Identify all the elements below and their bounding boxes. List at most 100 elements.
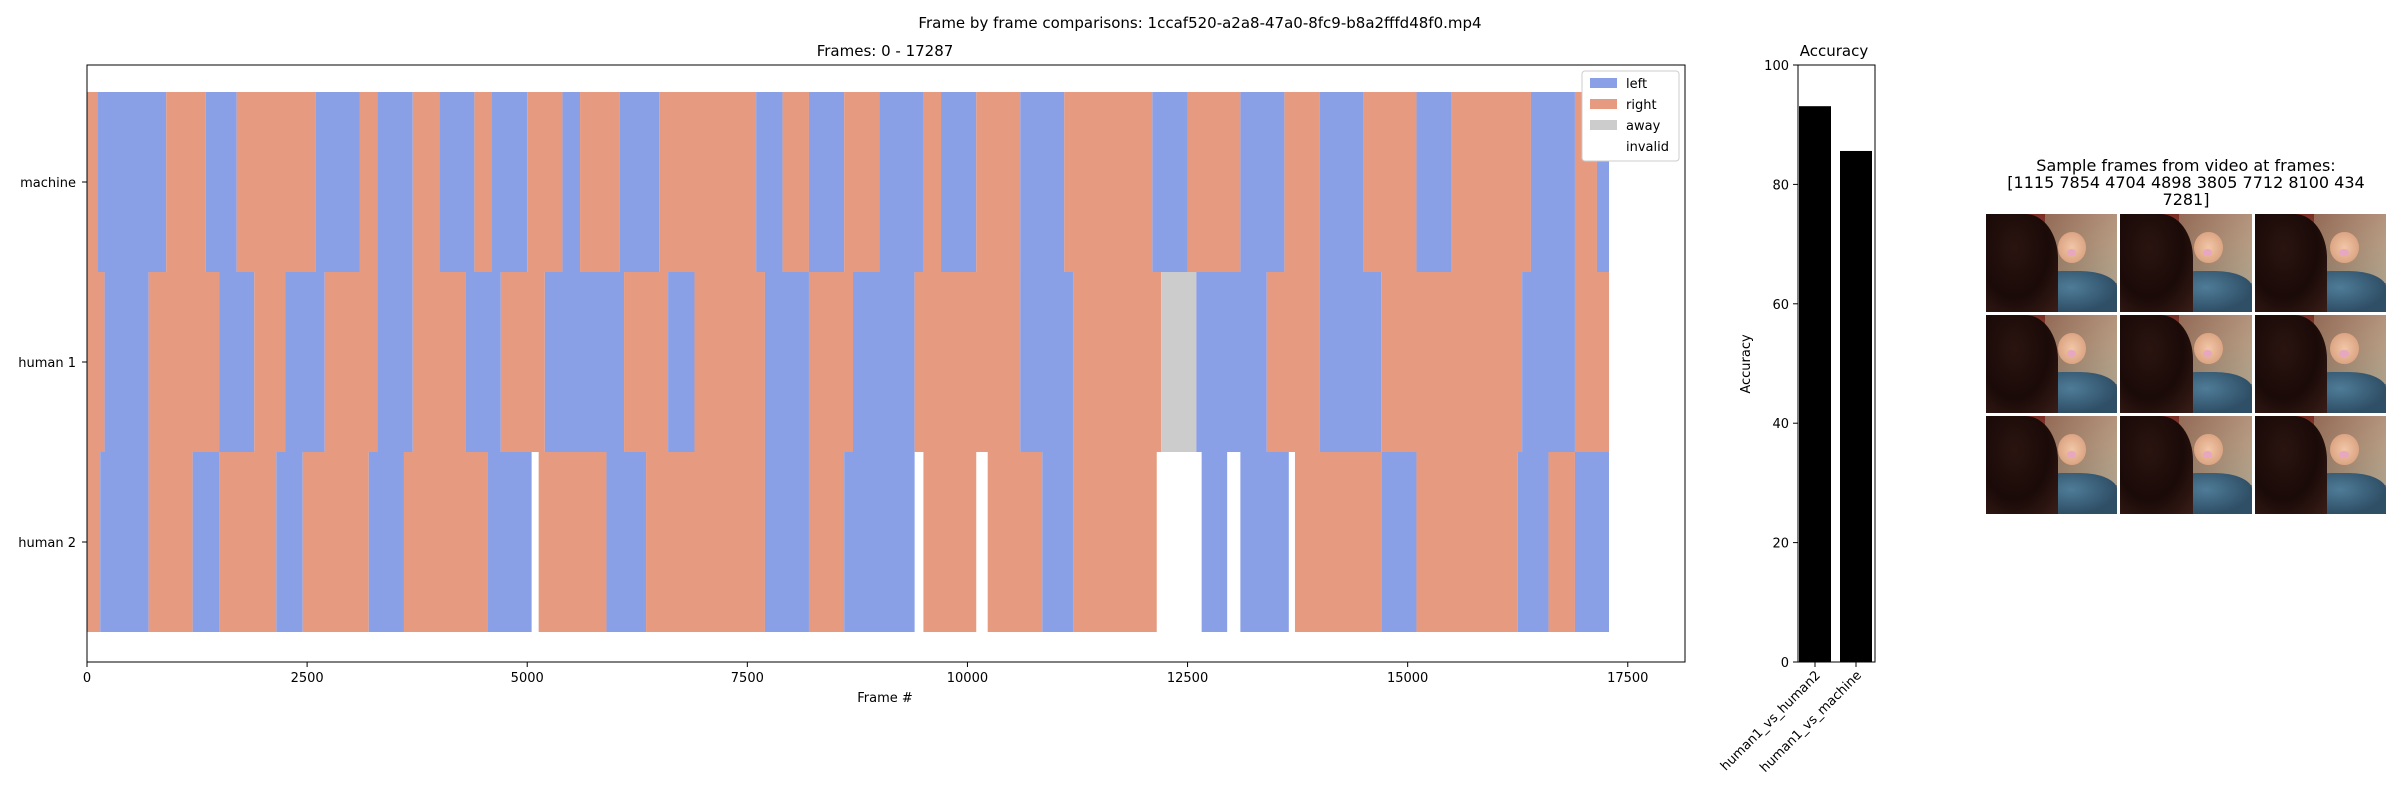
figure-suptitle: Frame by frame comparisons: 1ccaf520-a2a… [918,14,1481,32]
segment-human-1-left [465,272,501,452]
sample-frame-thumbnail [1986,214,2118,312]
segment-human-2-left [1517,452,1549,632]
segment-human-2-left [1574,452,1610,632]
segment-human-2-right [302,452,369,632]
segment-machine-right [844,92,880,272]
segment-human-2-right [1073,452,1157,632]
legend-label-left: left [1626,77,1647,92]
thumbnail-hair [1986,416,2059,514]
segment-human-2-left [844,452,915,632]
segment-machine-right [166,92,206,272]
segment-human-1-right [808,272,853,452]
segment-human-2-left [368,452,404,632]
segment-machine-right [580,92,620,272]
x-tick-label: 17500 [1607,671,1648,686]
segment-human-2-right [538,452,607,632]
segment-human-2-right [987,452,1043,632]
legend-swatch-right [1590,99,1617,109]
segment-human-2-left [1201,452,1228,632]
segment-machine-left [1152,92,1188,272]
timeline-x-ticks: 0 2500 5000 7500 10000 12500 15000 17500 [83,662,1648,686]
segment-human-1-left [1196,272,1267,452]
segment-machine-left [97,92,167,272]
thumbnail-baby-face [2193,433,2223,465]
segment-human-1-left [1020,272,1074,452]
segment-machine-right [1284,92,1320,272]
segment-human-2-right [1294,452,1382,632]
thumbnail-baby-face [2057,433,2087,465]
segment-human-2-right [646,452,765,632]
accuracy-y-tick-label: 0 [1781,656,1789,671]
thumbnail-pacifier [2203,249,2213,257]
segment-human-2-right [403,452,488,632]
legend-label-away: away [1626,119,1661,134]
segment-human-2-right [219,452,277,632]
segment-machine-right [976,92,1021,272]
thumbnail-baby-face [2193,332,2223,364]
segment-machine-left [1416,92,1452,272]
segment-machine-left [879,92,924,272]
segment-human-1-left [544,272,625,452]
thumbnail-pacifier [2066,350,2076,358]
accuracy-y-tick-label: 40 [1772,417,1789,432]
segment-human-1-right [914,272,1021,452]
segment-machine-left [439,92,475,272]
legend-label-right: right [1626,98,1657,113]
segment-machine-right [412,92,440,272]
timeline-legend: left right away invalid [1581,70,1680,162]
segment-human-2-left [1240,452,1289,632]
segment-human-1-right [1073,272,1162,452]
segment-human-1-left [219,272,255,452]
segment-machine-left [1319,92,1364,272]
thumbnail-hair [2254,416,2327,514]
samples-title-line-2: [1115 7854 4704 4898 3805 7712 8100 434 [2007,173,2364,192]
x-tick-label: 2500 [291,671,324,686]
y-tick-label: machine [20,176,76,191]
sample-frames-grid [1986,214,2386,514]
thumbnail-baby-face [2057,332,2087,364]
sample-frame-thumbnail [2120,315,2252,413]
thumbnail-baby-face [2057,231,2087,263]
thumbnail-pacifier [2066,249,2076,257]
thumbnail-pacifier [2339,249,2349,257]
thumbnail-pacifier [2339,451,2349,459]
accuracy-title: Accuracy [1800,42,1869,60]
thumbnail-hair [2254,315,2327,413]
x-tick-label: 15000 [1387,671,1428,686]
y-tick-label: human 1 [18,356,76,371]
segment-machine-left [619,92,660,272]
segment-machine-left [941,92,977,272]
accuracy-bar-human1_vs_machine [1840,150,1872,662]
segment-machine-right [87,92,98,272]
thumbnail-baby-face [2330,433,2360,465]
thumbnail-pacifier [2203,451,2213,459]
accuracy-ylabel: Accuracy [1739,334,1754,394]
segment-human-1-left [1522,272,1575,452]
legend-swatch-left [1590,78,1617,88]
segment-machine-right [236,92,316,272]
segment-human-2-left [606,452,647,632]
segment-human-2-left [100,452,149,632]
accuracy-bar-human1_vs_human2 [1799,106,1831,663]
segment-human-2-right [1416,452,1518,632]
segment-machine-right [782,92,809,272]
segment-human-1-right [1266,272,1320,452]
samples-title-line-3: 7281] [2163,190,2210,209]
thumbnail-hair [1986,214,2059,312]
thumbnail-hair [2120,416,2193,514]
segment-human-1-right [1574,272,1610,452]
segment-machine-left [492,92,528,272]
segment-machine-right [1187,92,1241,272]
segment-machine-left [377,92,413,272]
timeline-title: Frames: 0 - 17287 [817,42,954,60]
thumbnail-baby-face [2330,332,2360,364]
segment-machine-right [1451,92,1531,272]
thumbnail-pacifier [2066,451,2076,459]
segment-machine-right [359,92,378,272]
accuracy-y-tick-label: 60 [1772,298,1789,313]
segment-machine-left [1240,92,1285,272]
sample-frame-thumbnail [2254,315,2386,413]
segment-human-2-left [1042,452,1074,632]
